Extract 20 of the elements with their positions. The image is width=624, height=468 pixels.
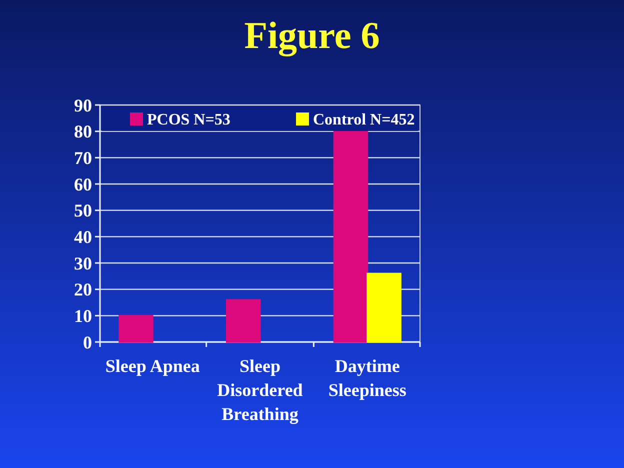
y-tick-label: 20 — [74, 280, 92, 300]
y-tick-label: 40 — [74, 226, 92, 247]
x-tick-label: Daytime Sleepiness — [328, 356, 406, 400]
x-tick-label: Sleep Apnea — [105, 356, 200, 376]
y-tick-label: 70 — [74, 148, 92, 168]
legend-label: Control N=452 — [313, 112, 415, 129]
legend-label: PCOS N=53 — [147, 112, 230, 129]
bar — [118, 314, 154, 343]
y-tick-label: 30 — [74, 253, 92, 274]
y-tick-label: 60 — [74, 174, 92, 194]
bar — [333, 130, 368, 343]
y-tick-label: 10 — [74, 306, 92, 326]
bar — [226, 299, 261, 343]
x-tick-label: Sleep Disordered Breathing — [217, 356, 303, 424]
bar — [366, 272, 402, 343]
y-tick-label: 50 — [74, 200, 92, 221]
y-tick-label: 0 — [83, 332, 92, 352]
y-tick-label: 80 — [74, 122, 92, 142]
chart-title: Figure 6 — [244, 15, 380, 57]
y-tick-label: 90 — [74, 95, 92, 116]
